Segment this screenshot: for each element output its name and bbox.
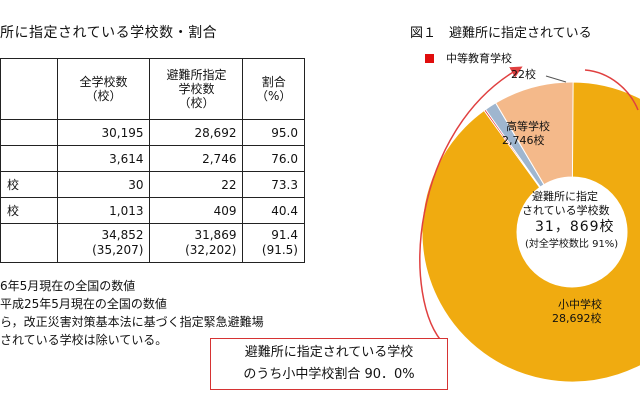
slice-value-shochu: 28,692校 (552, 312, 602, 325)
row-label (0, 119, 58, 146)
legend-label: 中等教育学校 (446, 52, 512, 65)
cell-ratio: 95.0 (242, 119, 305, 146)
table-row: 校 30 22 73.3 (0, 171, 305, 198)
note-line: 6年5月現在の全国の数値 (0, 279, 136, 293)
cell-ratio: 91.4 (91.5) (242, 223, 305, 263)
note-line: されている学校は除いている。 (0, 333, 168, 347)
annotation-box: 避難所に指定されている学校 のうち小中学校割合 90．0% (210, 338, 448, 390)
row-label: 校 (0, 171, 58, 198)
table-title: 所に指定されている学校数・割合 (0, 25, 218, 41)
table-row: 30,195 28,692 95.0 (0, 119, 305, 146)
figure-title: 図１ 避難所に指定されている (410, 26, 592, 41)
slice-label-shochu: 小中学校 (558, 298, 602, 311)
cell-total: 30 (56, 171, 151, 198)
slice-value-chuto: 22校 (511, 68, 536, 81)
center-text-line: 避難所に指定 (532, 190, 598, 203)
table-row: 校 1,013 409 40.4 (0, 197, 305, 224)
stats-table: 全学校数 （校） 避難所指定 学校数 （校） 割合 （%） 30,195 28,… (0, 58, 305, 263)
cell-ratio: 76.0 (242, 145, 305, 172)
row-label: 校 (0, 197, 58, 224)
center-ratio: (対全学校数比 91%) (525, 239, 619, 250)
slice-value-koto: 2,746校 (502, 134, 545, 147)
row-label (0, 223, 58, 263)
center-text-line: されている学校数 (522, 204, 610, 217)
cell-designated: 28,692 (149, 119, 244, 146)
outer-arc (584, 69, 639, 111)
table-row: 3,614 2,746 76.0 (0, 145, 305, 172)
cell-designated: 2,746 (149, 145, 244, 172)
annotation-line: 避難所に指定されている学校 (244, 345, 414, 360)
cell-ratio: 73.3 (242, 171, 305, 198)
header-designated: 避難所指定 学校数 （校） (149, 58, 244, 120)
cell-designated: 409 (149, 197, 244, 224)
table-row-total: 34,852 (35,207) 31,869 (32,202) 91.4 (91… (0, 223, 305, 263)
slice-label-koto: 高等学校 (506, 120, 550, 133)
cell-total: 1,013 (56, 197, 151, 224)
center-total: 31，869校 (535, 219, 615, 235)
header-total: 全学校数 （校） (56, 58, 151, 120)
table-header-row: 全学校数 （校） 避難所指定 学校数 （校） 割合 （%） (0, 58, 305, 120)
cell-designated: 31,869 (32,202) (149, 223, 244, 263)
header-ratio: 割合 （%） (242, 58, 305, 120)
legend-swatch (425, 54, 434, 63)
cell-designated: 22 (149, 171, 244, 198)
callout-arc (419, 66, 523, 346)
annotation-line: のうち小中学校割合 90．0% (243, 367, 415, 382)
cell-total: 3,614 (56, 145, 151, 172)
header-cell (0, 58, 58, 120)
cell-total: 30,195 (56, 119, 151, 146)
cell-ratio: 40.4 (242, 197, 305, 224)
note-line: ら，改正災害対策基本法に基づく指定緊急避難場 (0, 315, 264, 329)
note-line: 平成25年5月現在の全国の数値 (0, 297, 167, 311)
leader-line (545, 75, 567, 83)
row-label (0, 145, 58, 172)
cell-total: 34,852 (35,207) (56, 223, 151, 263)
